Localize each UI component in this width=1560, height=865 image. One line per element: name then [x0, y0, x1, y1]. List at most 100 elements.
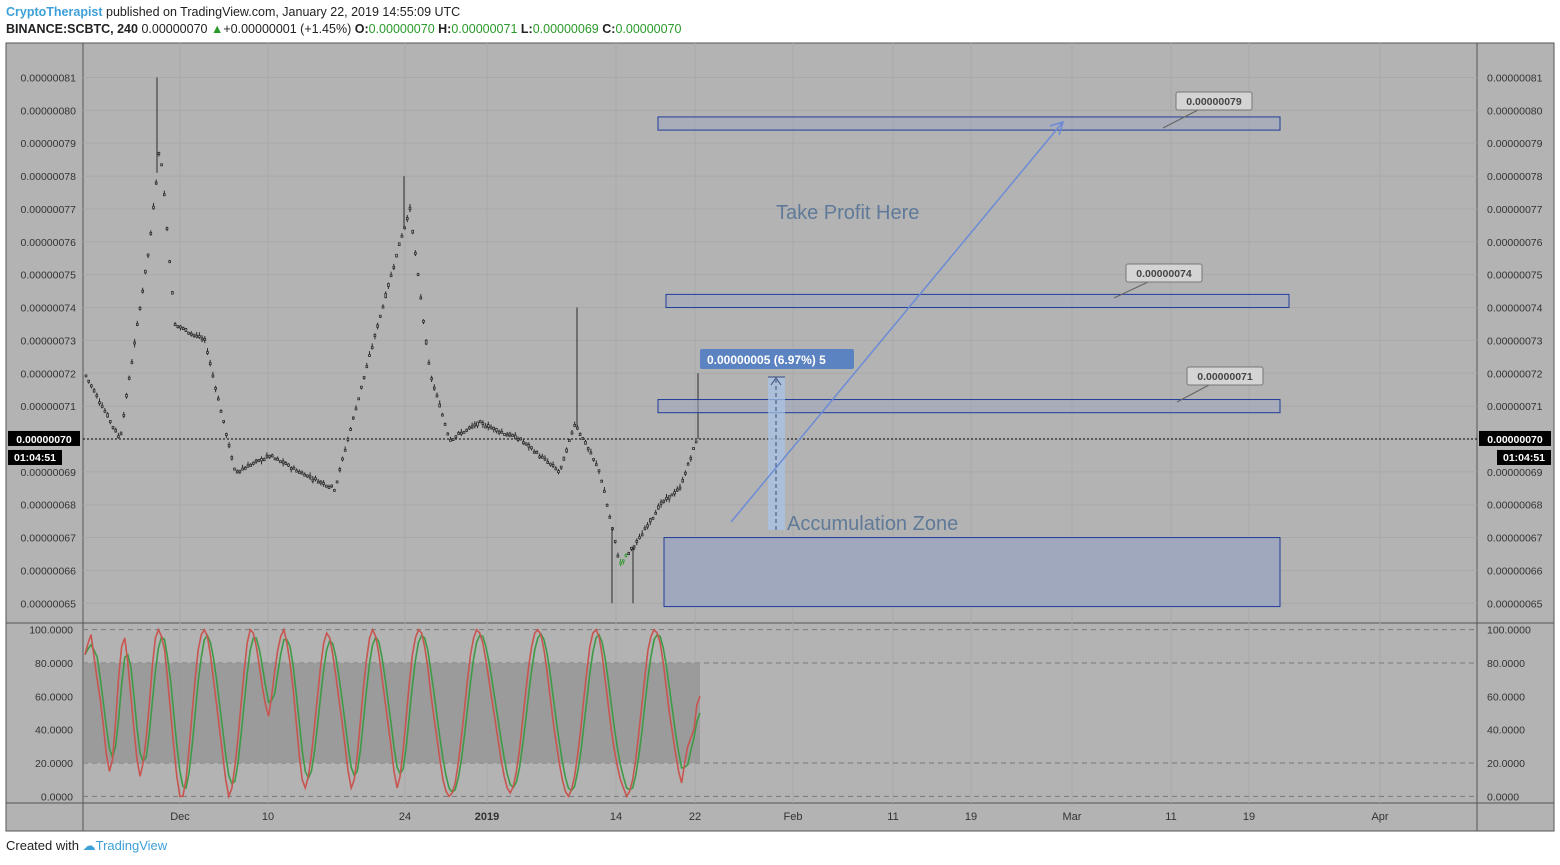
y-tick-label-right: 0.00000080	[1487, 105, 1543, 117]
author-link[interactable]: CryptoTherapist	[6, 5, 103, 19]
candle-body	[635, 540, 639, 543]
x-tick-label: 10	[262, 811, 274, 823]
candle-body	[349, 428, 352, 431]
candle-body	[357, 397, 360, 401]
y-tick-label-left: 0.00000068	[21, 500, 77, 512]
candle-body	[98, 401, 101, 405]
candle-body	[573, 424, 576, 427]
candle-body	[622, 559, 625, 563]
open-label: O:	[354, 22, 369, 36]
candle-body	[133, 341, 136, 345]
countdown-tag-right	[1497, 449, 1551, 465]
candle-body	[308, 475, 312, 479]
candle-body	[122, 413, 126, 417]
candle-body	[435, 394, 439, 398]
candle-body	[119, 432, 123, 436]
candle-body	[160, 163, 163, 167]
candle-body	[541, 455, 544, 459]
candle-body	[168, 260, 172, 264]
candle-body	[195, 334, 199, 338]
candle-body	[238, 469, 242, 473]
candle-body	[303, 473, 306, 477]
candle-body	[243, 466, 247, 470]
stoch-k-line	[84, 627, 701, 800]
candle-body	[330, 484, 333, 488]
change-value: +0.00000001 (+1.45%)	[223, 22, 352, 36]
candle-body	[311, 478, 315, 482]
candle-body	[252, 461, 255, 465]
candle-body	[605, 503, 609, 507]
candle-body	[316, 480, 320, 484]
candle-body	[230, 456, 234, 460]
candle-body	[624, 554, 628, 557]
y-tick-label-left: 0.00000081	[21, 73, 77, 85]
candle-body	[138, 306, 142, 310]
candle-body	[670, 493, 674, 497]
y-tick-label-left: 0.00000077	[21, 204, 77, 216]
candle-body	[203, 337, 207, 341]
tradingview-link[interactable]: TradingView	[95, 838, 168, 853]
candle-body	[389, 274, 393, 278]
y-tick-label-left: 0.00000076	[21, 237, 77, 249]
candle-body	[249, 463, 253, 467]
candle-body	[578, 433, 582, 437]
osc-tick-left: 40.0000	[35, 725, 73, 737]
candle-body	[173, 323, 177, 327]
candle-body	[519, 437, 522, 441]
accumulation-zone	[663, 537, 1281, 608]
candle-body	[438, 403, 441, 408]
candle-body	[530, 446, 533, 450]
countdown-label-right: 01:04:51	[1503, 452, 1545, 464]
callout-label: 0.00000071	[1197, 371, 1253, 383]
candle-body	[281, 460, 285, 464]
candle-body	[686, 462, 690, 466]
candle-body	[535, 451, 539, 454]
callout-box	[1125, 263, 1203, 283]
candle-body	[538, 455, 541, 459]
measure-range	[768, 377, 785, 530]
candle-body	[511, 434, 514, 437]
x-tick-label: 19	[965, 811, 977, 823]
candle-body	[335, 480, 339, 484]
candle-body	[689, 456, 693, 460]
candle-body	[470, 425, 474, 429]
candle-body	[405, 217, 409, 221]
callout-label: 0.00000079	[1186, 96, 1242, 108]
candle-body	[422, 319, 425, 323]
y-tick-label-right: 0.00000066	[1487, 565, 1543, 577]
y-tick-label-left: 0.00000073	[21, 335, 77, 347]
candle-body	[338, 468, 342, 472]
candle-body	[297, 470, 301, 474]
candles	[84, 77, 699, 604]
candle-body	[225, 433, 228, 436]
candle-body	[640, 533, 644, 537]
time-axis: Dec 10 24 2019 14 22 Feb 11 19 Mar 11 19 Apr	[170, 811, 1389, 823]
candle-body	[292, 466, 296, 470]
y-tick-label-left: 0.00000067	[21, 533, 77, 545]
candle-body	[319, 480, 323, 484]
target-zone	[657, 399, 1281, 414]
y-tick-label-left: 0.00000079	[21, 138, 77, 150]
osc-tick-right: 40.0000	[1487, 725, 1525, 737]
candle-body	[495, 428, 498, 432]
candle-body	[184, 328, 188, 333]
osc-tick-right: 60.0000	[1487, 691, 1525, 703]
y-tick-label-left: 0.00000072	[21, 368, 77, 380]
stoch-d-line	[84, 632, 701, 794]
candle-body	[446, 432, 450, 436]
candle-body	[419, 296, 423, 300]
candle-body	[125, 394, 128, 398]
tradingview-logo-icon[interactable]: ☁	[82, 838, 96, 853]
candle-body	[200, 337, 204, 341]
candle-body	[543, 457, 547, 461]
candle-body	[627, 552, 630, 555]
footer: Created with ☁TradingView	[6, 838, 167, 854]
candle-body	[616, 554, 620, 558]
candle-body	[681, 479, 684, 483]
candle-body	[373, 334, 377, 338]
candle-body	[262, 458, 266, 462]
callout-box	[1175, 91, 1253, 111]
candle-body	[586, 447, 590, 451]
candle-body	[149, 232, 153, 235]
